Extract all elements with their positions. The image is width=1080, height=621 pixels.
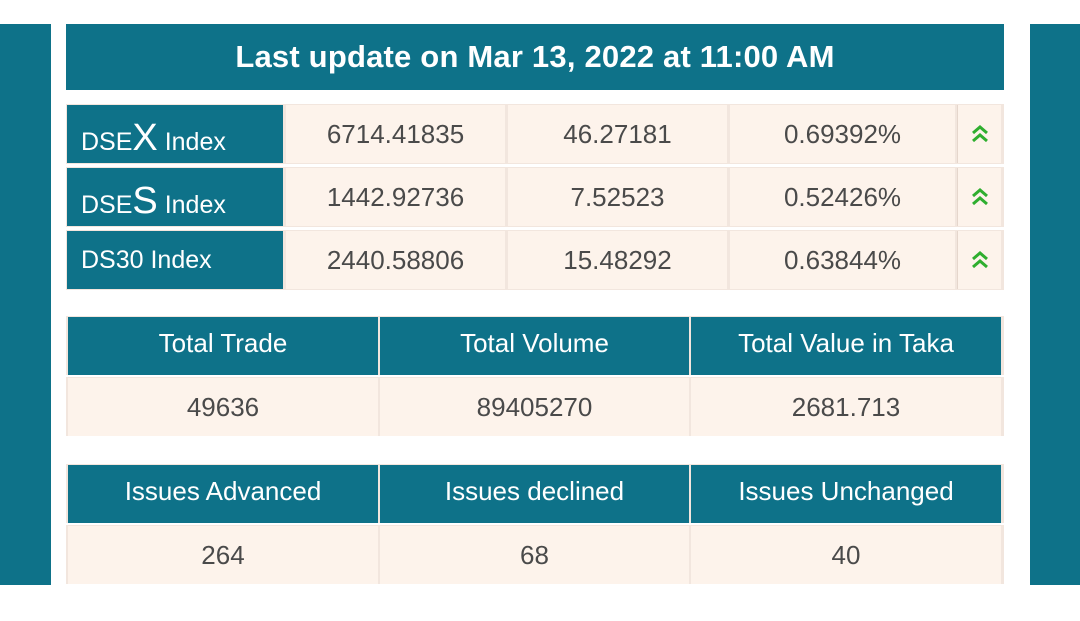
index-name-prefix: DSE (81, 191, 133, 219)
index-name-dses: DSES Index (67, 168, 283, 226)
index-name-letter: S (132, 180, 158, 222)
last-update-banner: Last update on Mar 13, 2022 at 11:00 AM (66, 24, 1004, 90)
index-change: 46.27181 (508, 105, 727, 163)
header-total-value: Total Value in Taka (691, 317, 1001, 375)
double-chevron-up-icon (957, 105, 1001, 163)
index-percent: 0.52426% (730, 168, 955, 226)
double-chevron-up-icon (957, 168, 1001, 226)
index-change: 7.52523 (508, 168, 727, 226)
last-update-text: Last update on Mar 13, 2022 at 11:00 AM (235, 39, 835, 74)
index-value: 1442.92736 (286, 168, 505, 226)
header-total-trade: Total Trade (68, 317, 378, 375)
issues-summary-table: Issues Advanced Issues declined Issues U… (66, 464, 1004, 584)
index-name-suffix: Index (157, 128, 226, 156)
total-volume-value: 89405270 (380, 378, 689, 436)
issues-unchanged-value: 40 (691, 526, 1001, 584)
total-value-taka: 2681.713 (691, 378, 1001, 436)
index-value: 2440.58806 (286, 231, 505, 289)
index-name-dsex: DSEX Index (67, 105, 283, 163)
index-percent: 0.63844% (730, 231, 955, 289)
right-side-bar (1030, 24, 1080, 585)
index-value: 6714.41835 (286, 105, 505, 163)
double-chevron-up-icon (957, 231, 1001, 289)
index-change: 15.48292 (508, 231, 727, 289)
index-row-dsex[interactable]: DSEX Index 6714.41835 46.27181 0.69392% (66, 104, 1004, 164)
table-header-row: Total Trade Total Volume Total Value in … (66, 316, 1004, 375)
index-name-letter: X (132, 117, 158, 159)
header-issues-advanced: Issues Advanced (68, 465, 378, 523)
header-issues-unchanged: Issues Unchanged (691, 465, 1001, 523)
issues-declined-value: 68 (380, 526, 689, 584)
market-summary-panel: Last update on Mar 13, 2022 at 11:00 AM … (51, 24, 1030, 585)
table-row: 49636 89405270 2681.713 (66, 377, 1004, 436)
table-header-row: Issues Advanced Issues declined Issues U… (66, 464, 1004, 523)
header-issues-declined: Issues declined (380, 465, 689, 523)
trade-summary-table: Total Trade Total Volume Total Value in … (66, 316, 1004, 436)
index-row-dses[interactable]: DSES Index 1442.92736 7.52523 0.52426% (66, 167, 1004, 227)
index-row-ds30[interactable]: DS30 Index 2440.58806 15.48292 0.63844% (66, 230, 1004, 290)
index-name-prefix: DSE (81, 128, 133, 156)
total-trade-value: 49636 (68, 378, 378, 436)
index-name-ds30: DS30 Index (67, 231, 283, 289)
table-row: 264 68 40 (66, 525, 1004, 584)
index-name-suffix: Index (157, 191, 226, 219)
issues-advanced-value: 264 (68, 526, 378, 584)
left-side-bar (0, 24, 51, 585)
index-percent: 0.69392% (730, 105, 955, 163)
header-total-volume: Total Volume (380, 317, 689, 375)
